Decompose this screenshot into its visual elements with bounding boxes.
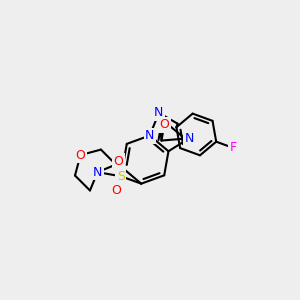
Text: O: O xyxy=(113,155,123,168)
Text: N: N xyxy=(184,132,194,145)
Text: O: O xyxy=(111,184,121,197)
Text: N: N xyxy=(145,129,154,142)
Text: F: F xyxy=(230,142,237,154)
Text: S: S xyxy=(117,170,125,183)
Text: N: N xyxy=(154,106,164,119)
Text: O: O xyxy=(76,148,85,162)
Text: O: O xyxy=(159,118,169,131)
Text: N: N xyxy=(93,166,102,179)
